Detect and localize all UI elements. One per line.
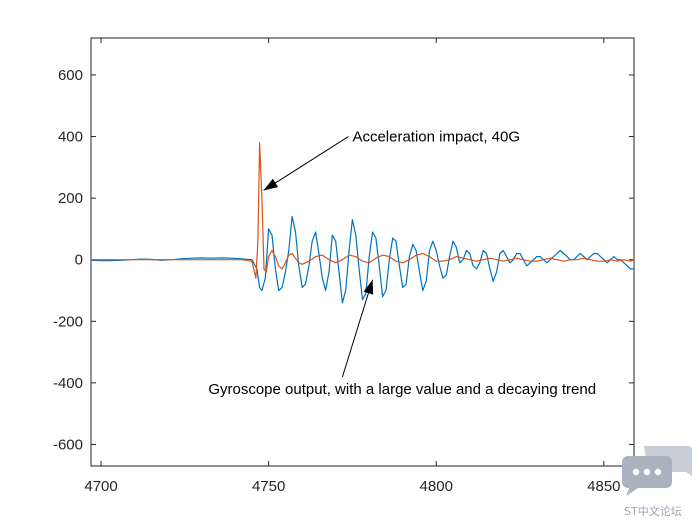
series-line-acceleration: [91, 142, 634, 279]
y-tick-label: -200: [53, 313, 83, 330]
watermark-text: ST中文论坛: [624, 505, 682, 518]
y-tick-label: 200: [58, 190, 83, 207]
y-tick-label: -600: [53, 436, 83, 453]
plot-area-frame: [90, 37, 635, 467]
y-tick-label: 0: [75, 252, 83, 269]
chat-bubble-icon: [620, 440, 694, 503]
axis-ticks: -600 -400 -200 0 200 400 600 4700 4750 4800 4850: [53, 38, 634, 495]
series-line-gyroscope: [91, 216, 634, 304]
x-tick-label: 4700: [84, 478, 117, 495]
annotation-arrow-head: [363, 279, 374, 295]
series-layer: [91, 142, 634, 304]
x-tick-label: 4800: [420, 478, 453, 495]
y-tick-label: 400: [58, 129, 83, 146]
annotation-text-gyroscope: Gyroscope output, with a large value and…: [208, 381, 596, 398]
annotation-arrow-line: [263, 136, 349, 191]
annotation-text-acceleration: Acceleration impact, 40G: [352, 129, 520, 146]
y-tick-label: 600: [58, 67, 83, 84]
annotation-arrow-head: [263, 178, 279, 191]
x-tick-label: 4850: [587, 478, 620, 495]
y-tick-label: -400: [53, 375, 83, 392]
annotation-arrow-line: [341, 279, 374, 378]
annotations-layer: Acceleration impact, 40G Gyroscope outpu…: [208, 129, 596, 398]
x-tick-label: 4750: [252, 478, 285, 495]
